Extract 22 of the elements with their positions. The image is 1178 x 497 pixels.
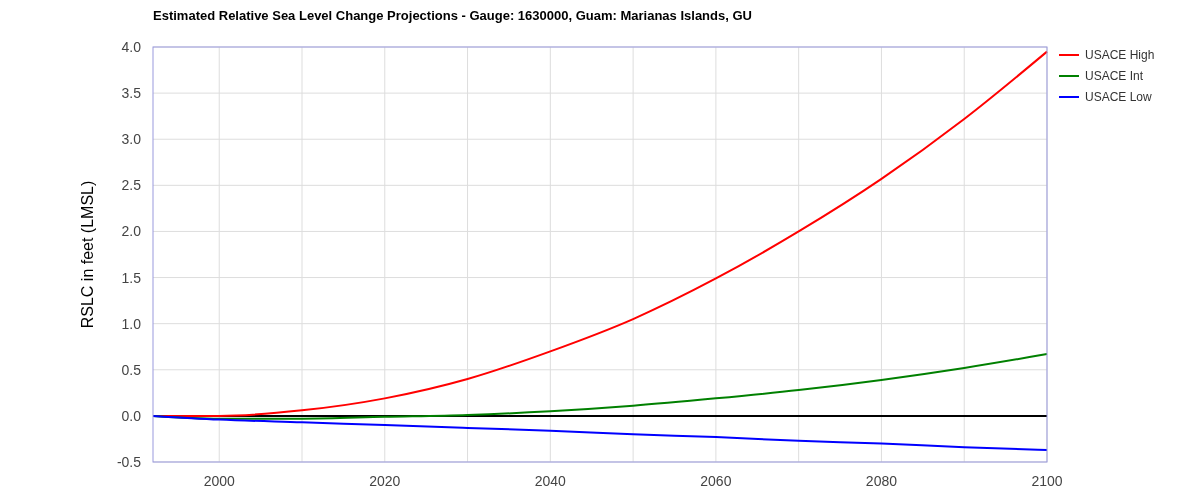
y-tick-label: 3.0: [121, 131, 142, 148]
y-tick-label: -0.5: [116, 454, 142, 470]
legend-label: USACE High: [1085, 48, 1155, 62]
x-tick-label: 2020: [369, 473, 401, 489]
y-tick-label: 0.0: [121, 407, 142, 424]
x-tick-label: 2100: [1031, 473, 1063, 489]
chart-title: Estimated Relative Sea Level Change Projections - Gauge: 1630000, Guam: Marianas Islands, GU: [153, 8, 752, 23]
y-tick-label: 3.5: [121, 85, 142, 102]
y-tick-label: 2.5: [121, 177, 142, 194]
y-axis-title: RSLC in feet (LMSL): [79, 180, 96, 329]
line-series: [152, 414, 1048, 452]
x-tick-label: 2080: [865, 473, 898, 489]
y-tick-label: 1.0: [121, 315, 142, 332]
y-tick-label: 0.5: [121, 361, 142, 378]
legend-label: USACE Int: [1085, 69, 1144, 83]
x-tick-label: 2040: [534, 473, 567, 489]
y-tick-label: 4.0: [121, 39, 142, 55]
x-tick-label: 2060: [700, 473, 732, 489]
y-tick-label: 2.0: [121, 223, 142, 240]
legend-label: USACE Low: [1085, 90, 1153, 104]
y-tick-label: 1.5: [121, 269, 142, 286]
x-tick-label: 2000: [203, 473, 235, 489]
